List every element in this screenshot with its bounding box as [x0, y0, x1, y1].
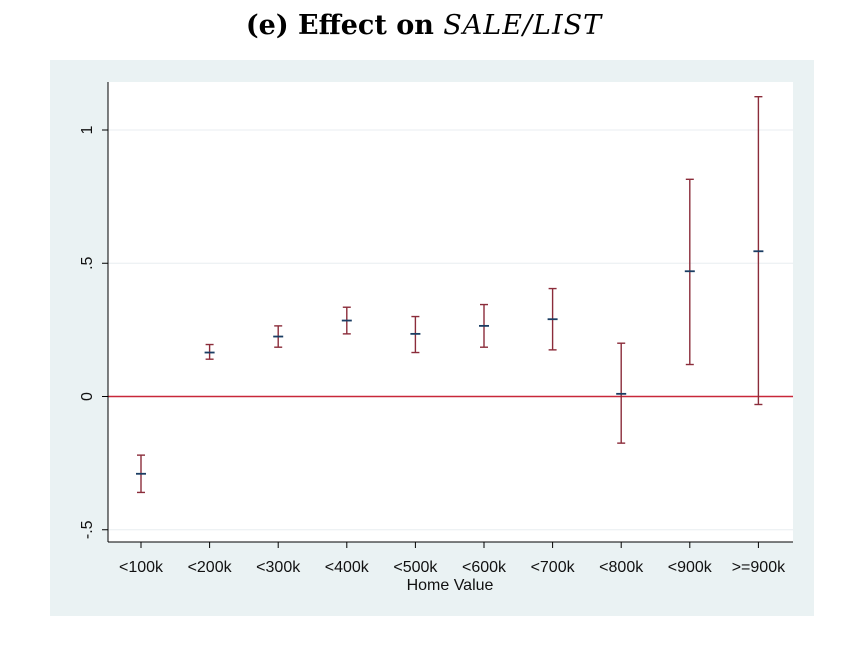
plot-area [108, 82, 793, 542]
x-tick-label-4: <500k [393, 559, 438, 576]
x-tick-label-2: <300k [256, 559, 301, 576]
x-axis-title: Home Value [407, 577, 494, 594]
axes [107, 82, 793, 543]
y-tick-label-2: .5 [79, 256, 96, 269]
x-axis-ticks: <100k <200k <300k <400k <500k <600k <700k <800k… [119, 542, 786, 576]
x-tick-label-7: <800k [599, 559, 644, 576]
x-tick-label-3: <400k [325, 559, 370, 576]
chart-title-variable: SALE/LIST [443, 10, 603, 41]
x-tick-label-9: >=900k [732, 559, 786, 576]
x-tick-label-5: <600k [462, 559, 507, 576]
gridlines [108, 129, 793, 531]
y-tick-label-0: -.5 [79, 520, 96, 539]
x-tick-label-6: <700k [531, 559, 576, 576]
x-tick-label-1: <200k [188, 559, 233, 576]
y-axis-ticks: -.5 0 .5 1 [79, 125, 108, 539]
chart-title-prefix: (e) Effect on [245, 10, 434, 41]
y-tick-label-1: 0 [79, 392, 96, 401]
point-estimates [136, 250, 764, 475]
y-tick-label-3: 1 [79, 125, 96, 134]
chart-title: (e) Effect on SALE/LIST [0, 10, 848, 41]
x-tick-label-8: <900k [668, 559, 713, 576]
x-tick-label-0: <100k [119, 559, 164, 576]
